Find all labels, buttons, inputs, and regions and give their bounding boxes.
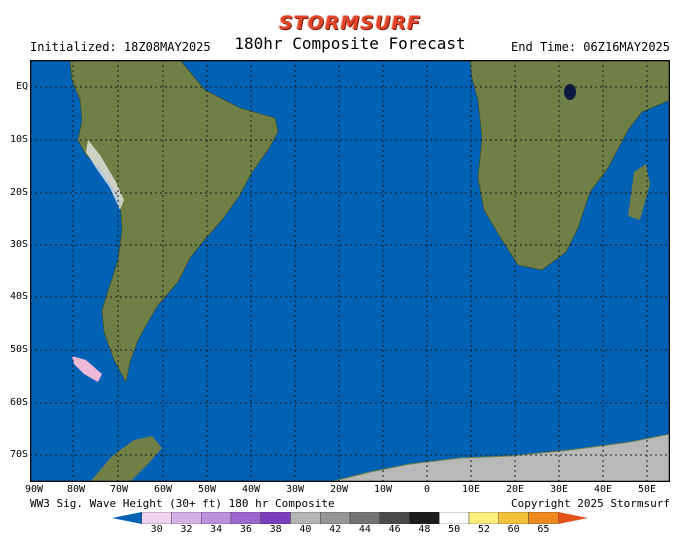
colorbar-swatch-11: [468, 512, 499, 524]
footer-product: WW3 Sig. Wave Height (30+ ft) 180 hr Com…: [30, 497, 335, 510]
andes-snow: [86, 140, 124, 210]
colorbar-swatch-2: [201, 512, 232, 524]
forecast-map: [30, 60, 670, 482]
lat-label-50s: 50S: [9, 344, 28, 355]
colorbar-swatch-0: [141, 512, 172, 524]
lat-label-40s: 40S: [9, 291, 28, 302]
colorbar-label-60: 60: [507, 524, 520, 535]
end-time: End Time: 06Z16MAY2025: [511, 40, 670, 54]
lon-label-10w: 10W: [373, 484, 393, 495]
colorbar-label-32: 32: [180, 524, 193, 535]
colorbar-swatch-12: [498, 512, 529, 524]
colorbar-label-52: 52: [477, 524, 490, 535]
colorbar-swatch-8: [379, 512, 410, 524]
lat-label-60s: 60S: [9, 397, 28, 408]
lon-label-30e: 30E: [549, 484, 569, 495]
colorbar-swatch-9: [409, 512, 440, 524]
colorbar-label-48: 48: [418, 524, 431, 535]
lat-label-20s: 20S: [9, 187, 28, 198]
lon-label-10e: 10E: [461, 484, 481, 495]
lat-label-eq: EQ: [15, 81, 28, 92]
colorbar-swatch-10: [439, 512, 470, 524]
colorbar-swatch-3: [230, 512, 261, 524]
colorbar-label-40: 40: [299, 524, 312, 535]
colorbar-swatch-13: [528, 512, 559, 524]
stormsurf-logo: STORMSURF: [278, 12, 422, 34]
colorbar-swatch-4: [260, 512, 291, 524]
colorbar-label-34: 34: [210, 524, 223, 535]
colorbar-label-42: 42: [329, 524, 342, 535]
antarctica-landmass: [329, 433, 670, 482]
lon-label-40e: 40E: [593, 484, 613, 495]
lat-label-30s: 30S: [9, 239, 28, 250]
madagascar: [628, 164, 650, 220]
lon-label-20w: 20W: [329, 484, 349, 495]
lon-label-20e: 20E: [505, 484, 525, 495]
colorbar-label-38: 38: [269, 524, 282, 535]
colorbar-label-65: 65: [537, 524, 550, 535]
lake-victoria: [564, 84, 576, 100]
colorbar-label-50: 50: [448, 524, 461, 535]
colorbar-swatch-6: [320, 512, 351, 524]
lon-label-50w: 50W: [197, 484, 217, 495]
colorbar-label-44: 44: [358, 524, 371, 535]
lon-label-80w: 80W: [66, 484, 86, 495]
colorbar-label-30: 30: [150, 524, 163, 535]
lat-label-70s: 70S: [9, 449, 28, 460]
lon-label-90w: 90W: [24, 484, 44, 495]
footer-copyright: Copyright 2025 Stormsurf: [511, 497, 670, 510]
colorbar-swatch-5: [290, 512, 321, 524]
colorbar: [112, 512, 588, 524]
colorbar-label-36: 36: [239, 524, 252, 535]
initialized-time: Initialized: 18Z08MAY2025: [30, 40, 211, 54]
lon-label-60w: 60W: [153, 484, 173, 495]
lon-label-0: 0: [423, 484, 431, 495]
falklands-wave-area: [72, 356, 102, 382]
graticule: [30, 60, 670, 482]
colorbar-swatch-7: [349, 512, 380, 524]
map-frame: [30, 60, 670, 482]
map-title: 180hr Composite Forecast: [234, 34, 466, 53]
antarctic-peninsula: [90, 436, 162, 482]
lon-label-50e: 50E: [637, 484, 657, 495]
lat-label-10s: 10S: [9, 134, 28, 145]
colorbar-swatch-1: [171, 512, 202, 524]
colorbar-label-46: 46: [388, 524, 401, 535]
colorbar-low-arrow: [112, 512, 142, 524]
lon-label-30w: 30W: [285, 484, 305, 495]
lon-label-70w: 70W: [109, 484, 129, 495]
lon-label-40w: 40W: [241, 484, 261, 495]
colorbar-high-arrow: [558, 512, 588, 524]
